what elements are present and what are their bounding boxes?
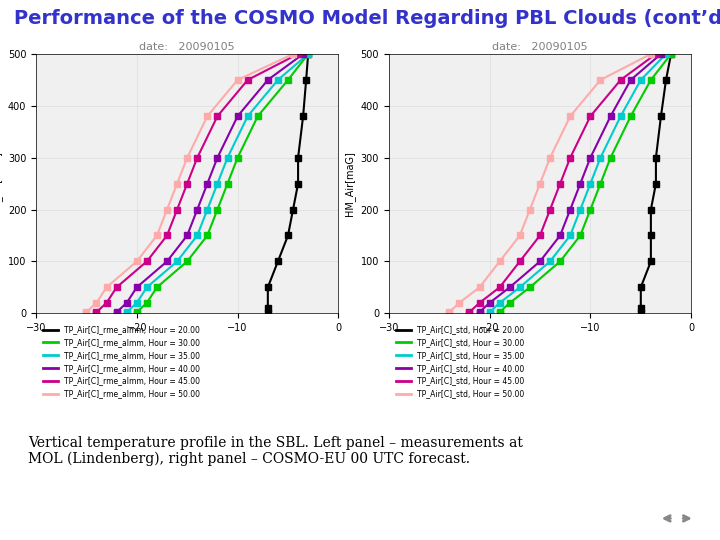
Title: date:   20090105: date: 20090105 <box>140 42 235 52</box>
Text: Performance of the COSMO Model Regarding PBL Clouds (cont’d): Performance of the COSMO Model Regarding… <box>14 9 720 29</box>
Title: date:   20090105: date: 20090105 <box>492 42 588 52</box>
Y-axis label: HM_Air[maG]: HM_Air[maG] <box>344 151 355 216</box>
Y-axis label: HM_Air[maG]: HM_Air[maG] <box>0 151 2 216</box>
Text: Vertical temperature profile in the SBL. Left panel – measurements at
MOL (Linde: Vertical temperature profile in the SBL.… <box>29 436 523 466</box>
Legend: TP_Air[C]_rme_almm, Hour = 20.00, TP_Air[C]_rme_almm, Hour = 30.00, TP_Air[C]_rm: TP_Air[C]_rme_almm, Hour = 20.00, TP_Air… <box>40 322 203 401</box>
Legend: TP_Air[C]_std, Hour = 20.00, TP_Air[C]_std, Hour = 30.00, TP_Air[C]_std, Hour = : TP_Air[C]_std, Hour = 20.00, TP_Air[C]_s… <box>392 322 527 401</box>
